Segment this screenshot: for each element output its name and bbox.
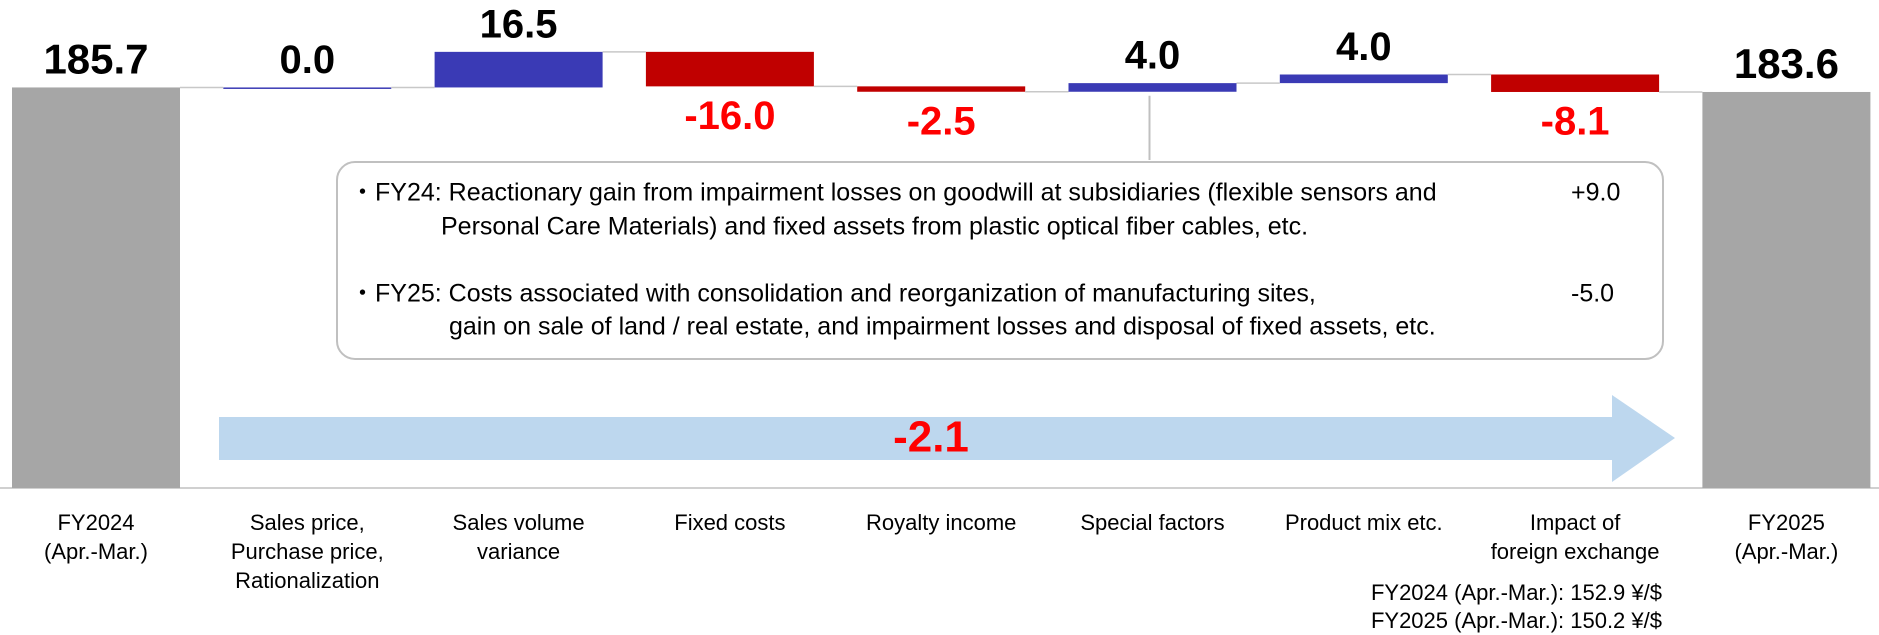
x-tick-label: FY2024 (Apr.-Mar.) [44, 510, 148, 564]
value-label: 0.0 [279, 38, 335, 82]
bar [857, 86, 1026, 92]
change-arrow [219, 395, 1675, 482]
value-label: -8.1 [1541, 100, 1610, 144]
change-label: -2.1 [893, 413, 969, 462]
bar [1491, 74, 1660, 92]
annotation-value: +9.0 [1571, 179, 1620, 207]
bar [1068, 83, 1237, 92]
bar [645, 51, 814, 87]
value-label: -16.0 [684, 94, 775, 138]
value-label: 185.7 [43, 36, 148, 83]
annotation-text: gain on sale of land / real estate, and … [449, 313, 1436, 341]
annotation-text: ・FY24: Reactionary gain from impairment … [350, 179, 1437, 207]
bar [434, 51, 603, 88]
bar [1702, 91, 1871, 489]
x-tick-label: Royalty income [865, 510, 1017, 535]
value-label: 4.0 [1125, 34, 1181, 78]
x-tick-label: Sales volume variance [452, 510, 585, 564]
footnote: FY2025 (Apr.-Mar.): 150.2 ¥/$ [1371, 608, 1662, 633]
x-tick-label: Impact of foreign exchange [1490, 510, 1660, 564]
bar [223, 87, 392, 89]
value-label: -2.5 [907, 99, 976, 143]
annotation-value: -5.0 [1571, 280, 1614, 308]
annotation-text: Personal Care Materials) and fixed asset… [441, 213, 1308, 241]
value-label: 16.5 [480, 2, 558, 46]
bar [1279, 74, 1448, 84]
value-label: 183.6 [1734, 40, 1839, 87]
x-tick-label: Sales price, Purchase price, Rationaliza… [230, 510, 384, 593]
x-tick-label: Product mix etc. [1284, 510, 1443, 535]
x-tick-label: FY2025 (Apr.-Mar.) [1734, 510, 1839, 564]
x-tick-label: Fixed costs [674, 510, 786, 535]
x-tick-label: Special factors [1080, 510, 1225, 535]
annotation-box [336, 161, 1664, 360]
value-label: 4.0 [1336, 25, 1392, 69]
footnote: FY2024 (Apr.-Mar.): 152.9 ¥/$ [1371, 580, 1662, 605]
annotation-text: ・FY25: Costs associated with consolidati… [350, 280, 1316, 308]
bar [12, 87, 180, 488]
